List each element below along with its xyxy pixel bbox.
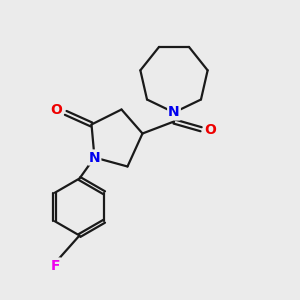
Text: F: F [51, 259, 60, 272]
Text: O: O [205, 124, 217, 137]
Text: N: N [89, 151, 100, 164]
Text: O: O [50, 103, 62, 116]
Text: N: N [168, 106, 180, 119]
